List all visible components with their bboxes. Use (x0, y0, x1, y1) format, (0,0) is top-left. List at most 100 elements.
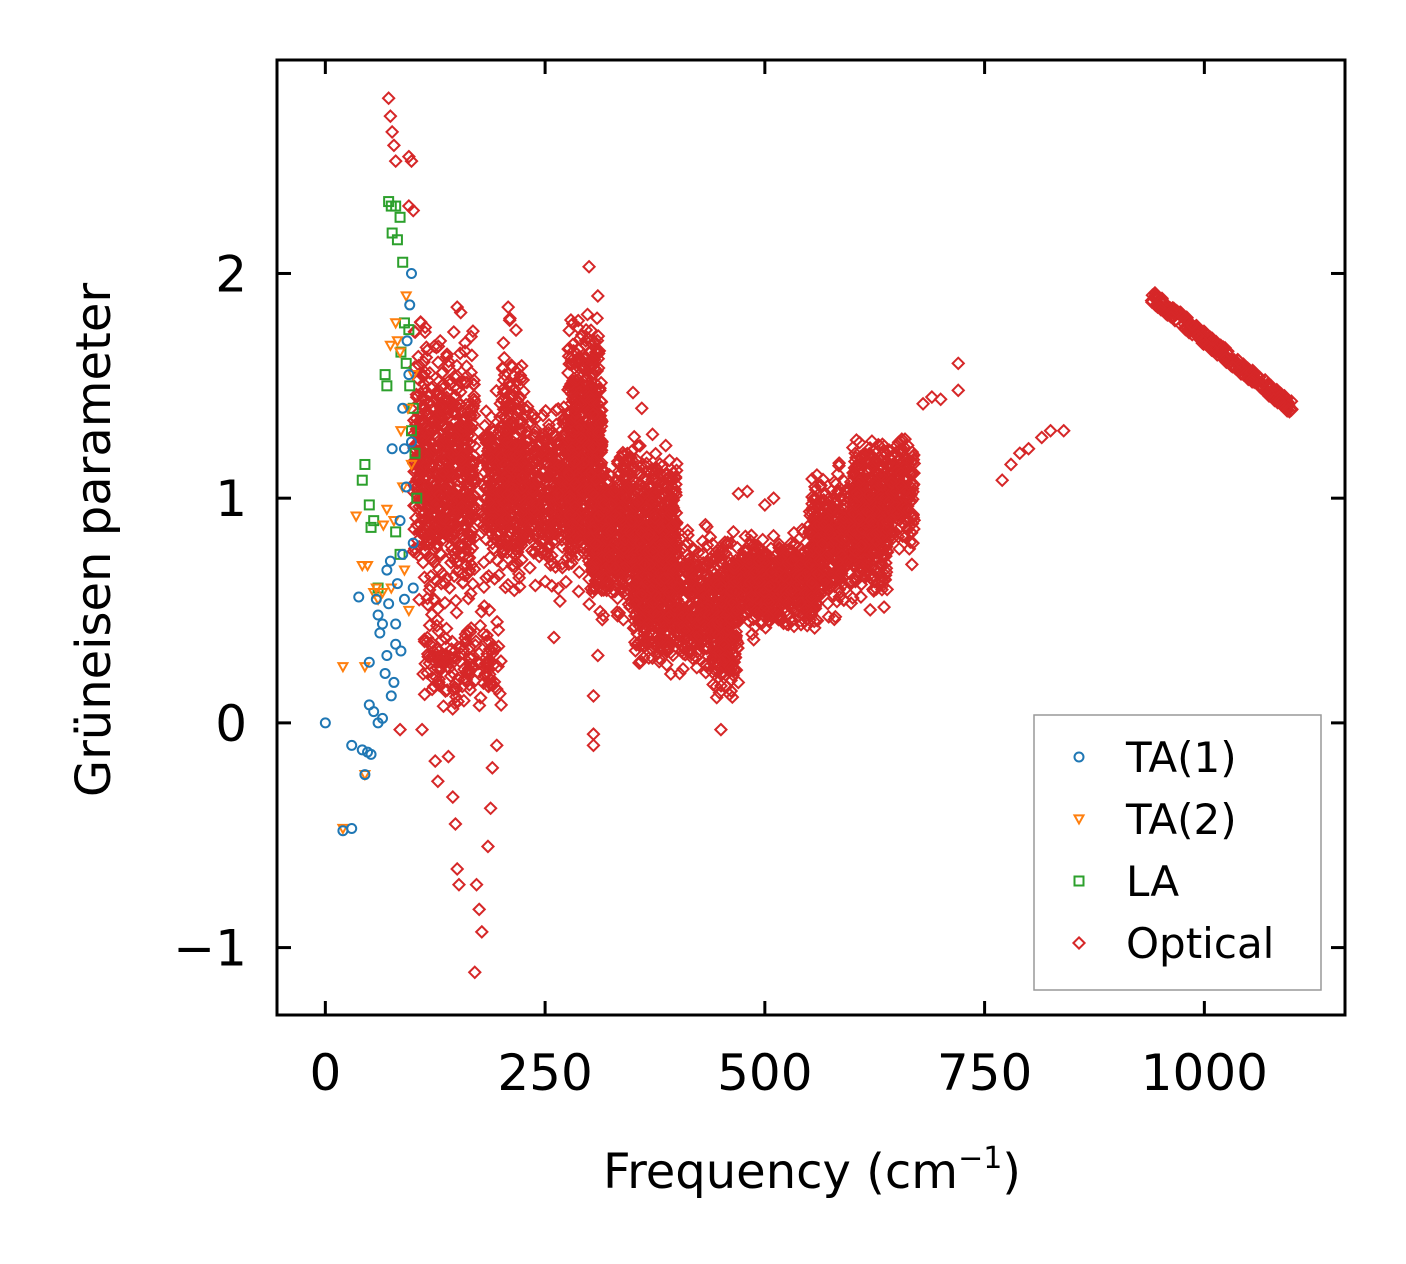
optical-point (663, 496, 679, 511)
optical-point (633, 610, 648, 625)
optical-point (652, 651, 667, 666)
optical-point (752, 574, 767, 589)
optical-point (462, 495, 477, 510)
optical-point (511, 361, 526, 376)
optical-point (706, 639, 721, 654)
optical-point (565, 428, 580, 443)
optical-point (491, 568, 507, 583)
optical-point (630, 494, 645, 509)
optical-point (436, 655, 451, 670)
optical-point (461, 488, 476, 503)
optical-point (729, 624, 744, 639)
optical-point (511, 395, 526, 410)
optical-point (547, 479, 562, 494)
optical-point (408, 325, 423, 340)
optical-point (418, 656, 433, 671)
optical-point (666, 518, 681, 533)
optical-point (776, 616, 791, 631)
optical-point (447, 569, 462, 584)
optical-point (417, 469, 432, 484)
optical-point (522, 520, 537, 536)
optical-point (791, 608, 806, 623)
optical-point (565, 440, 580, 455)
optical-point (652, 654, 667, 669)
optical-point (445, 665, 460, 680)
optical-point (462, 677, 477, 692)
optical-point (672, 580, 687, 595)
optical-point (439, 570, 454, 585)
optical-point (696, 591, 711, 606)
optical-point (681, 623, 696, 638)
optical-point (675, 541, 690, 556)
optical-point (546, 555, 561, 571)
optical-point (684, 566, 699, 581)
optical-point (455, 461, 470, 476)
optical-point (588, 537, 603, 552)
optical-point (587, 453, 602, 468)
optical-point (505, 558, 520, 573)
optical-point (667, 621, 682, 636)
optical-point (477, 599, 492, 614)
optical-point (738, 529, 753, 544)
optical-point (685, 581, 700, 596)
optical-point (562, 542, 577, 557)
optical-point (473, 656, 488, 671)
optical-point (510, 393, 525, 408)
optical-point (657, 546, 672, 561)
optical-point (433, 660, 448, 675)
optical-point (410, 405, 425, 421)
optical-point (484, 410, 499, 425)
optical-point (591, 397, 606, 412)
optical-point (786, 619, 802, 634)
optical-point (731, 675, 746, 690)
optical-point (452, 539, 467, 554)
optical-point (454, 499, 469, 514)
optical-point (589, 472, 604, 487)
optical-point (424, 607, 439, 622)
optical-point (511, 566, 526, 581)
optical-point (577, 433, 592, 448)
optical-point (417, 483, 432, 498)
optical-point (648, 506, 663, 521)
optical-point (661, 610, 676, 625)
optical-point (591, 425, 606, 440)
optical-point (535, 533, 550, 548)
optical-point (586, 440, 601, 455)
optical-point (585, 352, 600, 367)
optical-point (430, 642, 445, 657)
optical-point (501, 406, 516, 421)
optical-point (490, 614, 505, 629)
optical-point (650, 607, 665, 622)
optical-point (463, 586, 478, 601)
optical-point (641, 544, 656, 559)
optical-point (532, 542, 547, 557)
optical-point (416, 354, 431, 369)
optical-point (416, 390, 431, 405)
optical-point (597, 571, 612, 586)
optical-point (444, 527, 459, 542)
optical-point (538, 574, 553, 589)
optical-point (725, 660, 740, 675)
optical-point (482, 602, 497, 618)
optical-point (634, 587, 649, 602)
optical-point (756, 601, 771, 616)
optical-point (586, 521, 601, 536)
optical-point (420, 406, 435, 421)
optical-point (466, 398, 481, 413)
optical-point (441, 424, 456, 439)
optical-point (415, 367, 430, 382)
optical-point (420, 437, 435, 452)
optical-point (676, 592, 691, 607)
optical-point (651, 549, 666, 564)
optical-point (423, 569, 438, 584)
optical-point (583, 393, 598, 408)
optical-point (637, 557, 652, 572)
optical-point (680, 528, 695, 543)
optical-point (727, 646, 742, 662)
optical-point (505, 545, 520, 560)
optical-point (509, 449, 524, 464)
optical-dense-cloud (406, 285, 1299, 716)
optical-point (464, 365, 479, 380)
optical-point (420, 597, 435, 612)
optical-point (647, 511, 663, 526)
